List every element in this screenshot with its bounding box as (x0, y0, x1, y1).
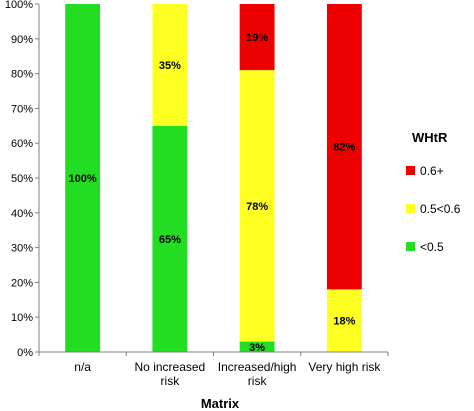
x-tick-label: No increased risk (135, 360, 206, 388)
y-tick-label: 100% (5, 0, 33, 11)
legend-title: WHtR (412, 130, 448, 145)
y-tick-label: 90% (11, 34, 33, 46)
data-label: 65% (159, 234, 181, 246)
bar-segment (326, 289, 362, 352)
legend-label: 0.5<0.6 (420, 202, 461, 216)
data-label: 19% (246, 32, 268, 44)
bar-segment (326, 4, 362, 290)
bar-segment (239, 4, 275, 71)
x-tick-label: Very high risk (308, 360, 381, 374)
y-tick-label: 10% (11, 312, 33, 324)
y-tick-label: 30% (11, 243, 33, 255)
x-axis: n/a No increased risk Increased/high risk Ver… (38, 351, 389, 388)
bar-segment (152, 125, 188, 352)
x-axis-title: Matrix (201, 396, 240, 411)
y-tick-label: 40% (11, 208, 33, 220)
data-label: 78% (246, 201, 268, 213)
legend-label: <0.5 (420, 240, 444, 254)
y-tick-label: 80% (11, 69, 33, 81)
legend-swatch (406, 166, 415, 175)
y-axis: 0% 10% 20% 30% 40% 50% 60% 70% 80% 90% 100% (5, 0, 40, 359)
data-label: 82% (333, 142, 355, 154)
y-tick-label: 20% (11, 277, 33, 289)
y-tick-label: 50% (11, 173, 33, 185)
bars: 100% 65% 35% 3% 78% 19% 18% 82% (65, 4, 362, 354)
legend-swatch (406, 204, 415, 213)
y-tick-label: 70% (11, 103, 33, 115)
bar-segment (152, 4, 188, 126)
bar-segment (239, 341, 275, 352)
data-label: 3% (249, 342, 265, 354)
bar-segment (239, 70, 275, 342)
x-tick-label: Increased/high risk (218, 360, 297, 388)
x-tick-label: n/a (74, 360, 91, 374)
legend-swatch (406, 242, 415, 251)
data-label: 18% (333, 316, 355, 328)
data-label: 35% (159, 60, 181, 72)
y-tick-label: 60% (11, 138, 33, 150)
bar-segment (65, 4, 101, 352)
data-label: 100% (69, 173, 97, 185)
y-tick-label: 0% (17, 347, 33, 359)
legend-label: 0.6+ (420, 164, 444, 178)
legend: WHtR 0.6+ 0.5<0.6 <0.5 (406, 130, 461, 254)
